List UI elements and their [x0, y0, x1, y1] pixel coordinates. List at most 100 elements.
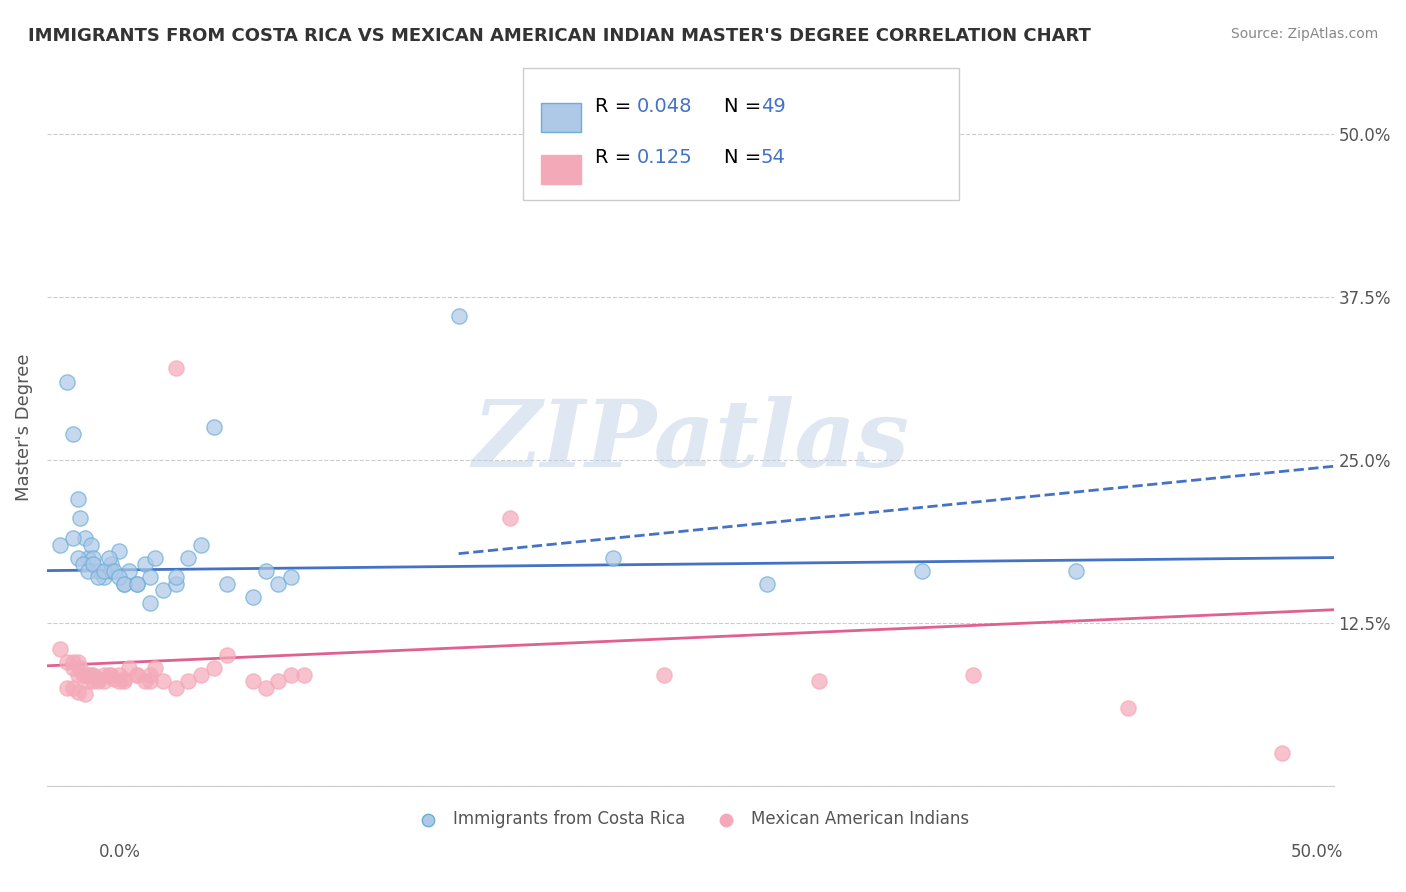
Point — [125, 668, 148, 682]
Point — [82, 674, 104, 689]
Point — [447, 310, 470, 324]
Point — [66, 550, 89, 565]
Point — [100, 668, 122, 682]
Point — [962, 668, 984, 682]
Point — [79, 537, 101, 551]
Point — [756, 576, 779, 591]
Point — [108, 674, 131, 689]
Point — [125, 576, 148, 591]
Point — [267, 674, 290, 689]
Text: ZIPatlas: ZIPatlas — [471, 397, 908, 486]
Point — [100, 564, 122, 578]
Point — [215, 648, 238, 663]
Point — [242, 590, 264, 604]
Text: N =: N = — [724, 96, 768, 116]
Point — [79, 668, 101, 682]
Text: N =: N = — [724, 148, 768, 168]
Point — [82, 557, 104, 571]
Point — [87, 674, 110, 689]
Point — [77, 550, 100, 565]
Point — [177, 674, 200, 689]
Point — [152, 674, 174, 689]
Point — [87, 570, 110, 584]
Point — [62, 426, 84, 441]
Point — [125, 668, 148, 682]
Point — [93, 668, 115, 682]
Point — [202, 661, 225, 675]
Point — [215, 576, 238, 591]
Point — [103, 564, 125, 578]
Point — [49, 641, 72, 656]
Point — [254, 564, 277, 578]
Point — [139, 596, 162, 610]
Point — [72, 668, 94, 682]
Point — [118, 564, 141, 578]
Point — [134, 557, 156, 571]
Text: 0.0%: 0.0% — [98, 843, 141, 861]
Point — [103, 672, 125, 686]
Point — [165, 361, 187, 376]
Point — [66, 685, 89, 699]
Point — [75, 688, 97, 702]
Point — [93, 674, 115, 689]
Text: R =: R = — [595, 96, 637, 116]
Text: 49: 49 — [761, 96, 786, 116]
Point — [254, 681, 277, 695]
Point — [165, 576, 187, 591]
Y-axis label: Master's Degree: Master's Degree — [15, 353, 32, 501]
Point — [292, 668, 315, 682]
Point — [69, 661, 91, 675]
Point — [87, 672, 110, 686]
Point — [108, 544, 131, 558]
Point — [267, 576, 290, 591]
Point — [112, 576, 135, 591]
Point — [165, 570, 187, 584]
Point — [66, 491, 89, 506]
Point — [118, 661, 141, 675]
Point — [112, 672, 135, 686]
Point — [66, 668, 89, 682]
Point — [49, 537, 72, 551]
Point — [654, 668, 676, 682]
Point — [202, 420, 225, 434]
Point — [112, 576, 135, 591]
Point — [56, 655, 79, 669]
Point — [69, 511, 91, 525]
Point — [93, 564, 115, 578]
Point — [62, 681, 84, 695]
Point — [77, 564, 100, 578]
Point — [280, 570, 302, 584]
Text: 54: 54 — [761, 148, 786, 168]
Point — [75, 531, 97, 545]
Point — [82, 550, 104, 565]
Point — [1116, 700, 1139, 714]
Text: 0.125: 0.125 — [637, 148, 693, 168]
Point — [97, 550, 120, 565]
Point — [56, 681, 79, 695]
Point — [280, 668, 302, 682]
Point — [177, 550, 200, 565]
Point — [139, 570, 162, 584]
Point — [152, 583, 174, 598]
Point — [97, 668, 120, 682]
Point — [1271, 746, 1294, 760]
Point — [62, 655, 84, 669]
Point — [242, 674, 264, 689]
Point — [62, 531, 84, 545]
Point — [112, 674, 135, 689]
Point — [190, 668, 212, 682]
Point — [66, 655, 89, 669]
Point — [77, 668, 100, 682]
Point — [75, 668, 97, 682]
Point — [190, 537, 212, 551]
Text: Source: ZipAtlas.com: Source: ZipAtlas.com — [1230, 27, 1378, 41]
Point — [108, 570, 131, 584]
Point — [139, 674, 162, 689]
Point — [134, 674, 156, 689]
Point — [143, 550, 166, 565]
Text: 0.048: 0.048 — [637, 96, 692, 116]
Text: 50.0%: 50.0% — [1291, 843, 1343, 861]
Text: IMMIGRANTS FROM COSTA RICA VS MEXICAN AMERICAN INDIAN MASTER'S DEGREE CORRELATIO: IMMIGRANTS FROM COSTA RICA VS MEXICAN AM… — [28, 27, 1091, 45]
Point — [165, 681, 187, 695]
Point — [807, 674, 830, 689]
